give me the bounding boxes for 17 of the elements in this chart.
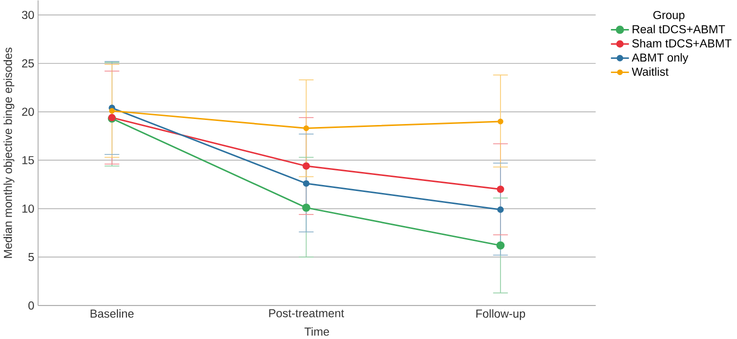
legend-title: Group [653, 10, 684, 22]
x-tick-label: Follow-up [476, 309, 526, 320]
y-axis-title: Median monthly objective binge episodes [4, 48, 14, 258]
y-tick-label: 15 [22, 156, 34, 164]
legend-label: Sham tDCS+ABMT [632, 38, 732, 48]
legend-label: Waitlist [632, 67, 669, 76]
legend-label: Real tDCS+ABMT [632, 24, 726, 34]
x-tick-label: Baseline [90, 309, 134, 318]
legend-label: ABMT only [632, 53, 688, 64]
x-tick-label: Post-treatment [269, 309, 344, 318]
x-axis-title: Time [304, 327, 330, 336]
y-tick-label: 20 [22, 108, 34, 116]
y-tick-label: 0 [28, 301, 34, 310]
y-tick-label: 5 [28, 252, 34, 262]
y-tick-label: 10 [22, 204, 34, 213]
y-tick-label: 25 [22, 59, 34, 68]
y-tick-label: 30 [22, 10, 34, 19]
